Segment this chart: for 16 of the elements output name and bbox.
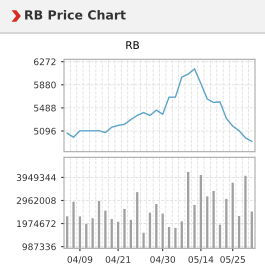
x-tick-label: 04/09 xyxy=(68,256,92,264)
line-series xyxy=(66,68,253,142)
x-tick-label: 04/21 xyxy=(106,256,130,264)
y-tick-label: 1974672 xyxy=(17,220,56,228)
x-tick-label: 05/25 xyxy=(220,256,245,264)
y-tick-label: 5488 xyxy=(34,104,56,112)
y-tick-label: 5880 xyxy=(34,82,56,88)
x-tick-label: 05/14 xyxy=(188,256,214,264)
y-tick-label: 6272 xyxy=(34,58,56,66)
x-tick-label: 04/30 xyxy=(150,256,176,264)
chart-subtitle: RB xyxy=(126,41,139,49)
y-tick-label: 987336 xyxy=(22,243,56,250)
chart-title: RB Price Chart xyxy=(25,10,126,20)
y-tick-label: 5096 xyxy=(34,128,56,135)
y-tick-label: 3949344 xyxy=(16,174,56,181)
y-tick-label: 2962008 xyxy=(16,197,56,204)
